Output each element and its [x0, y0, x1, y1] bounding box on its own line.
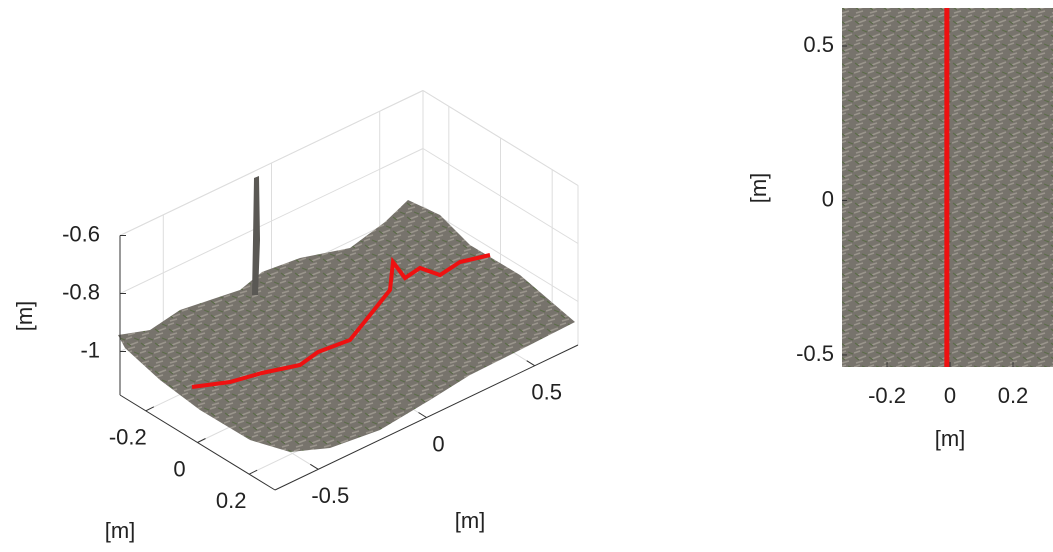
y-tick-label: 0.5	[803, 32, 834, 57]
x-tick	[146, 407, 154, 411]
figure: -0.6 -0.8 -1 -0.2 0 0.2 -0.5 0 0.5 [m] [m] [m] -0.5…	[0, 0, 1053, 552]
y-axis-label: [m]	[455, 508, 486, 533]
y-tick	[310, 464, 318, 469]
terrain-surface	[118, 200, 575, 452]
x-tick-label: -0.2	[868, 383, 906, 408]
y-tick-label: 0	[822, 186, 834, 211]
x-tick-label: 0.2	[216, 488, 247, 513]
y-tick-label: -0.5	[796, 341, 834, 366]
y-tick-label: 0.5	[531, 380, 562, 405]
y-axis-label: [m]	[746, 173, 771, 204]
x-tick-label: 0	[173, 456, 185, 481]
x-tick-label: -0.2	[109, 425, 147, 450]
z-tick-label: -0.6	[62, 221, 100, 246]
x-tick	[249, 470, 257, 474]
z-tick-label: -1	[80, 337, 100, 362]
x-tick-label: 0.2	[998, 383, 1029, 408]
y-tick-label: 0	[432, 431, 444, 456]
y-tick	[419, 413, 427, 418]
x-tick	[198, 439, 206, 443]
z-tick-label: -0.8	[62, 279, 100, 304]
y-tick-label: -0.5	[311, 483, 349, 508]
terrain-plot: -0.6 -0.8 -1 -0.2 0 0.2 -0.5 0 0.5 [m] [m] [m]	[12, 91, 578, 543]
x-axis-label: [m]	[935, 426, 966, 451]
x-axis-label: [m]	[105, 518, 136, 543]
y-tick	[527, 361, 535, 366]
x-tick-label: 0	[944, 383, 956, 408]
z-axis-label: [m]	[12, 301, 37, 332]
top-view-plot: -0.5 0 0.5 -0.2 0 0.2 [m] [m]	[746, 8, 1053, 451]
